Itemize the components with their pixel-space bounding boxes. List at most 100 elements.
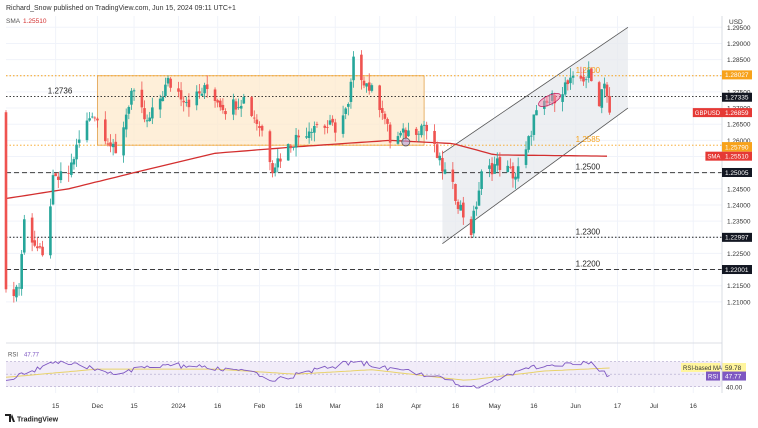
- tradingview-logo-text: TradingView: [17, 417, 59, 424]
- candles: [4, 50, 611, 303]
- candle-body-31: [114, 141, 118, 154]
- candle-body-49: [182, 100, 185, 103]
- rsi-legend-label: RSI: [8, 353, 18, 359]
- candle-body-55: [203, 85, 206, 94]
- candle-body-25: [93, 117, 97, 119]
- price-tag-bg-2: [722, 108, 752, 118]
- candle-body-85: [313, 126, 316, 133]
- candle-body-53: [198, 91, 201, 94]
- time-tick-15: Jul: [650, 403, 659, 410]
- range-box-rect: [97, 75, 425, 146]
- candle-body-166: [608, 96, 611, 113]
- candle-body-134: [493, 164, 496, 174]
- candle-body-140: [514, 176, 517, 180]
- candle-body-32: [122, 127, 125, 156]
- candle-body-4: [17, 287, 21, 289]
- candle-body-3: [15, 286, 18, 298]
- price-tick-6: 1.24000: [727, 202, 751, 209]
- time-tick-6: 16: [295, 403, 303, 410]
- candle-body-34: [127, 107, 131, 114]
- candle-body-96: [352, 56, 355, 81]
- candle-body-72: [268, 131, 272, 163]
- candle-body-161: [590, 68, 593, 82]
- time-tick-7: Mar: [330, 403, 342, 410]
- candle-body-87: [323, 125, 327, 128]
- candle-body-154: [566, 80, 570, 85]
- price-tag-name-bg-2: [692, 108, 722, 118]
- candle-body-98: [362, 80, 366, 86]
- candle-body-23: [88, 118, 91, 121]
- candle-body-2: [12, 289, 16, 297]
- candle-body-56: [205, 84, 209, 90]
- time-tick-16: 16: [690, 403, 698, 410]
- candle-body-65: [239, 105, 243, 109]
- candle-body-135: [495, 158, 499, 166]
- candle-body-105: [386, 119, 389, 124]
- candle-body-13: [51, 175, 55, 205]
- channel-upper-line: [442, 26, 629, 154]
- price-tick-10: 1.26000: [727, 138, 751, 145]
- price-tick-5: 1.23500: [727, 219, 751, 226]
- candle-body-143: [527, 136, 530, 150]
- candle-body-153: [563, 82, 567, 95]
- rsi-value-tag-bg: [722, 371, 746, 381]
- price-tag-value-2: 1.26859: [725, 110, 749, 117]
- candle-body-129: [475, 206, 478, 210]
- candle-body-14: [54, 173, 57, 177]
- tradingview-logo[interactable]: TradingView: [5, 414, 59, 424]
- candle-body-145: [532, 114, 536, 135]
- price-tick-15: 1.28500: [727, 57, 751, 64]
- candle-body-90: [331, 118, 334, 123]
- price-tag-value-6: 1.25005: [725, 170, 749, 177]
- candle-body-89: [328, 120, 332, 125]
- candle-body-115: [422, 124, 426, 126]
- candle-body-45: [166, 77, 170, 84]
- candle-body-60: [221, 104, 225, 111]
- candle-body-132: [488, 165, 491, 169]
- candle-body-124: [456, 201, 460, 209]
- candle-body-160: [587, 69, 591, 78]
- time-tick-4: 16: [214, 403, 222, 410]
- candle-body-155: [569, 77, 572, 84]
- candle-body-159: [584, 79, 588, 81]
- time-tick-12: 16: [530, 403, 538, 410]
- candle-body-138: [509, 166, 512, 168]
- level-label-2: 1.2585: [576, 135, 601, 144]
- rsi-ma-tag-bg: [681, 362, 720, 372]
- candle-body-110: [404, 129, 408, 139]
- rsi-tag-label: RSI: [708, 375, 718, 381]
- candle-body-47: [177, 88, 180, 92]
- channel-fill: [442, 27, 628, 244]
- candle-body-83: [307, 131, 311, 139]
- candle-body-18: [70, 162, 73, 175]
- candle-body-61: [224, 111, 227, 115]
- time-axis[interactable]: 15 Dec 15 2024 16 Feb 16 Mar 18 Apr 16 May 16 Jun 17 Ju…: [52, 403, 697, 410]
- candle-body-35: [130, 90, 133, 105]
- candle-body-38: [143, 108, 146, 120]
- candle-body-86: [315, 123, 319, 125]
- time-tick-2: 15: [130, 403, 138, 410]
- candle-body-133: [490, 163, 494, 175]
- candle-body-68: [252, 117, 256, 119]
- rsi-level-label: 40.00: [726, 384, 743, 391]
- sma-indicator-label[interactable]: SMA: [6, 18, 21, 25]
- chart-markers: [401, 93, 561, 147]
- candle-body-92: [341, 115, 345, 134]
- price-tag-value-7: 1.22997: [725, 235, 749, 242]
- candle-body-66: [242, 96, 246, 104]
- rsi-ma-value: 59.78: [725, 365, 742, 372]
- price-tag-value-0: 1.28027: [725, 72, 749, 79]
- candle-body-163: [600, 89, 604, 108]
- price-tick-11: 1.26500: [727, 122, 751, 129]
- candle-body-101: [370, 85, 374, 91]
- candle-body-43: [161, 96, 165, 102]
- candle-body-41: [151, 107, 154, 119]
- candle-body-19: [72, 159, 76, 165]
- price-tag-name-bg-5: [705, 151, 722, 161]
- candle-body-44: [164, 84, 167, 97]
- candle-body-63: [234, 101, 238, 110]
- price-tag-value-1: 1.27335: [725, 95, 749, 102]
- candle-body-137: [506, 165, 510, 173]
